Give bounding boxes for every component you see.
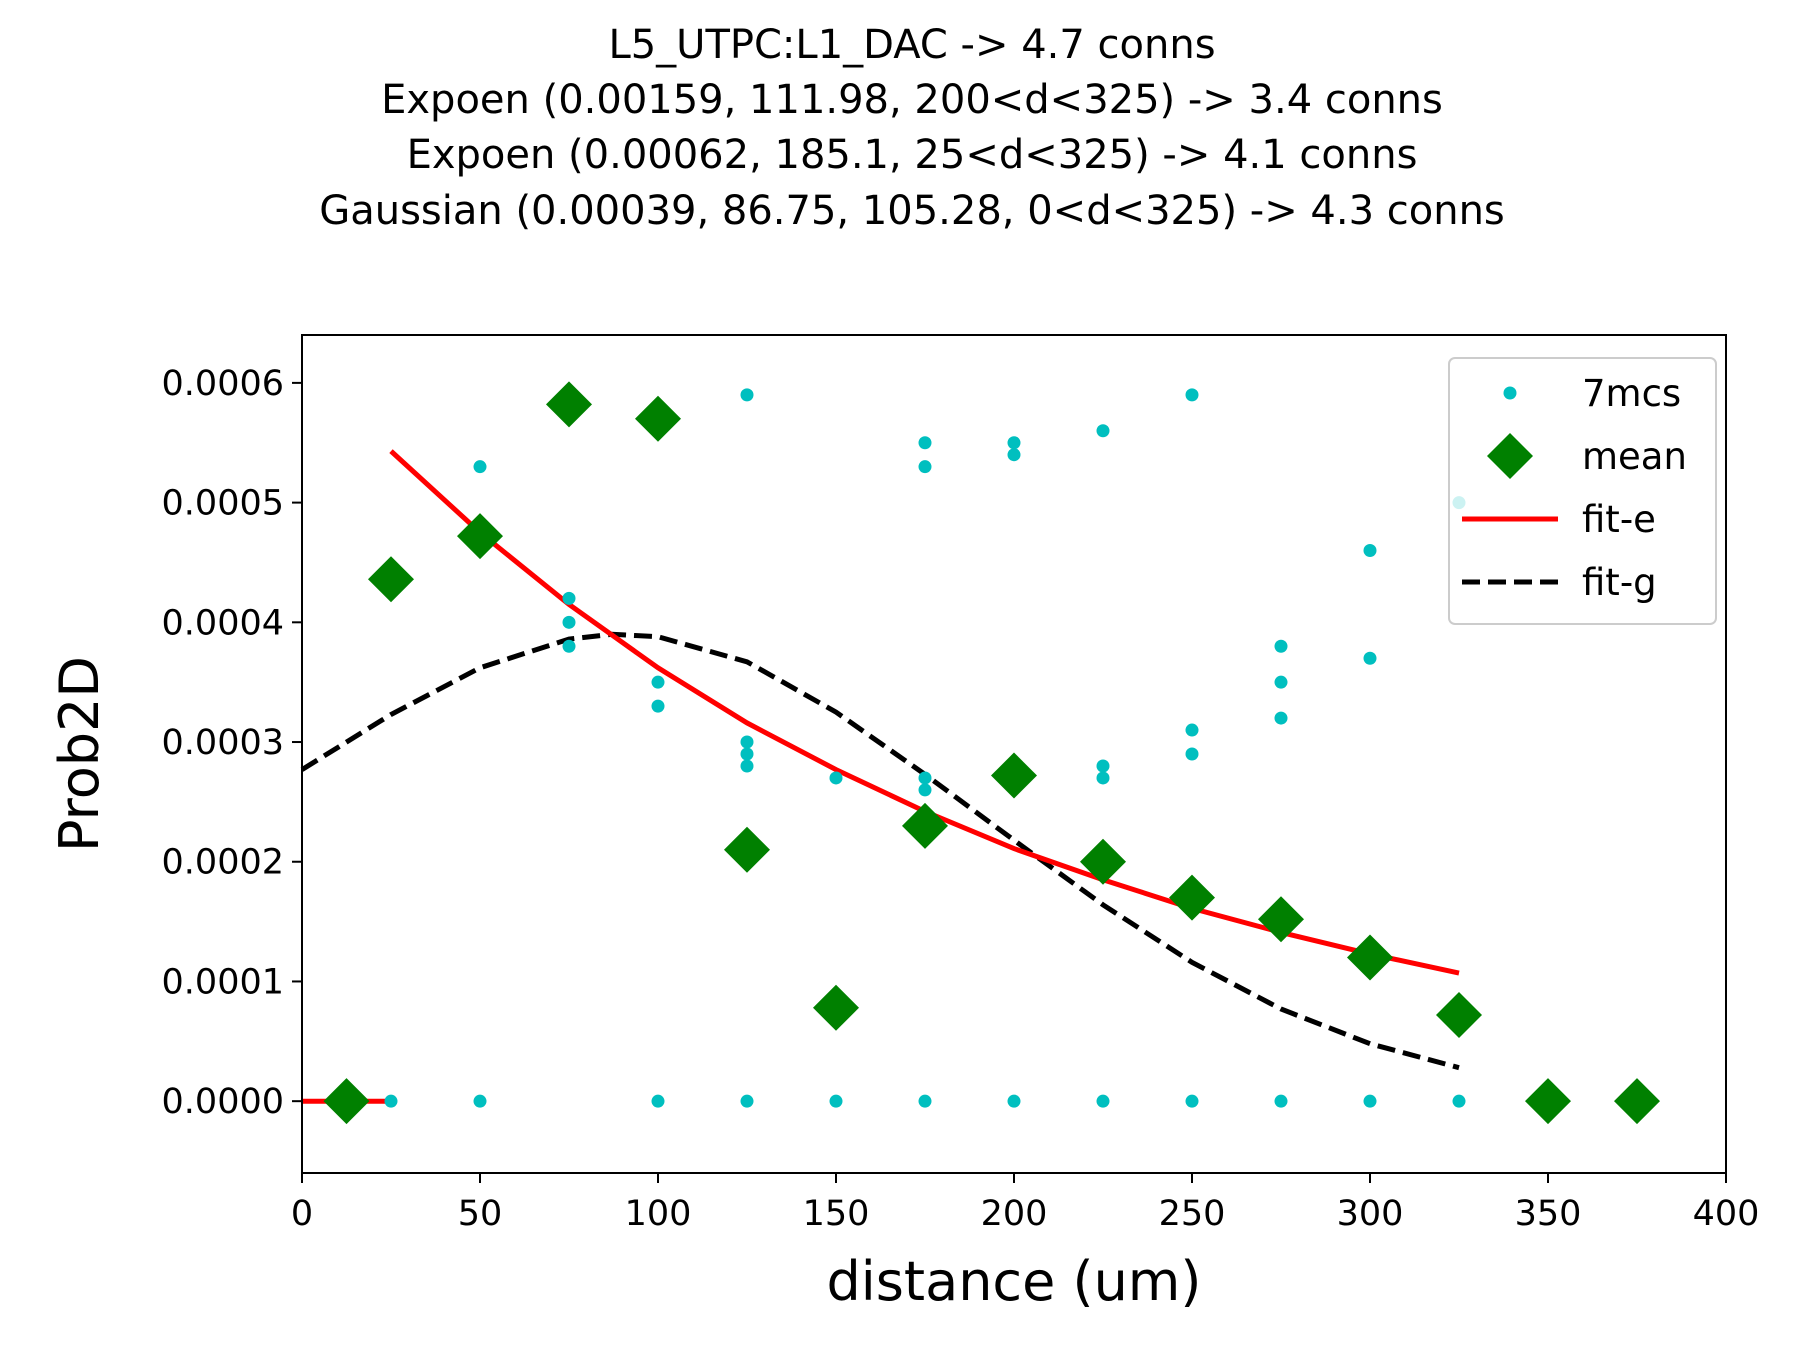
mean-point-7 [902,802,948,849]
mcs-point-5 [562,639,576,653]
x-tick-label-7: 350 [1515,1194,1582,1234]
y-tick-label-3: 0.0003 [162,723,284,763]
mcs-point-35 [1274,1094,1288,1108]
y-tick-label-4: 0.0004 [162,603,284,643]
mean-point-15 [1614,1078,1660,1125]
mcs-point-17 [918,460,932,474]
mean-point-11 [1258,896,1304,943]
mcs-point-7 [651,699,665,713]
mean-point-9 [1080,838,1126,885]
mcs-point-23 [1007,1094,1021,1108]
mcs-point-34 [1274,711,1288,725]
legend-box [1448,357,1717,625]
mcs-point-31 [1185,1094,1199,1108]
mcs-point-0 [384,1094,398,1108]
mcs-point-28 [1185,388,1199,402]
mean-point-1 [368,556,414,603]
chart-title: L5_UTPC:L1_DAC -> 4.7 conns Expoen (0.00… [319,22,1505,234]
y-tick-label-5: 0.0005 [162,484,284,524]
mcs-point-30 [1185,747,1199,761]
mcs-point-27 [1096,1094,1110,1108]
x-tick-label-0: 0 [291,1194,313,1234]
mcs-point-3 [562,591,576,605]
mean-point-2 [457,513,503,560]
x-tick-label-8: 400 [1693,1194,1760,1234]
mean-point-5 [724,826,770,873]
mcs-point-18 [918,771,932,785]
mcs-point-1 [473,460,487,474]
legend-label-mean: mean [1582,435,1687,478]
y-axis-label: Prob2D [48,656,111,852]
fit-e-line-1 [389,449,1460,976]
mcs-point-38 [1363,1094,1377,1108]
mcs-point-11 [740,747,754,761]
legend-swatch-mean [1487,433,1533,479]
legend: 7mcs mean fit-e fit-g [1448,357,1717,625]
mcs-point-26 [1096,771,1110,785]
mean-point-6 [813,984,859,1031]
mcs-point-29 [1185,723,1199,737]
mcs-point-2 [473,1094,487,1108]
mcs-point-14 [829,771,843,785]
y-tick-label-6: 0.0006 [162,364,284,404]
y-axis: 0.0000 0.0001 0.0002 0.0003 0.0004 0.0005 0.00… [162,364,302,1122]
legend-label-fit-e: fit-e [1582,498,1656,541]
legend-label-7mcs: 7mcs [1582,372,1681,415]
mean-point-3 [546,381,592,428]
mcs-point-13 [740,1094,754,1108]
mcs-point-6 [651,675,665,689]
x-tick-label-4: 200 [981,1194,1048,1234]
y-tick-label-0: 0.0000 [162,1082,284,1122]
mcs-point-12 [740,759,754,773]
mean-point-0 [323,1078,370,1125]
mean-point-14 [1525,1078,1571,1125]
mcs-point-20 [918,1094,932,1108]
x-tick-label-1: 50 [458,1194,503,1234]
mcs-point-15 [829,1094,843,1108]
x-axis-label: distance (um) [827,1250,1202,1313]
x-tick-label-3: 150 [803,1194,870,1234]
mcs-point-22 [1007,448,1021,462]
mcs-point-4 [562,615,576,629]
mcs-point-32 [1274,639,1288,653]
title-line-1: L5_UTPC:L1_DAC -> 4.7 conns [608,22,1215,68]
plot-area [300,381,1660,1125]
title-line-4: Gaussian (0.00039, 86.75, 105.28, 0<d<32… [319,188,1505,234]
legend-swatch-7mcs [1503,386,1517,400]
title-line-2: Expoen (0.00159, 111.98, 200<d<325) -> 3… [381,77,1443,123]
mcs-point-37 [1363,651,1377,665]
x-tick-label-5: 250 [1159,1194,1226,1234]
legend-swatches [1462,386,1558,585]
mcs-point-16 [918,436,932,450]
mcs-point-33 [1274,675,1288,689]
legend-label-fit-g: fit-g [1582,561,1657,604]
mean-point-12 [1347,934,1393,981]
mcs-point-40 [1452,1094,1466,1108]
mcs-point-36 [1363,543,1377,557]
y-tick-label-1: 0.0001 [162,962,284,1002]
mean-point-4 [635,395,681,442]
mean-point-8 [991,752,1037,799]
mcs-point-24 [1096,424,1110,438]
x-tick-label-2: 100 [625,1194,692,1234]
mean-point-10 [1169,874,1215,921]
mcs-point-8 [651,1094,665,1108]
x-tick-label-6: 300 [1337,1194,1404,1234]
mcs-point-10 [740,735,754,749]
mcs-point-25 [1096,759,1110,773]
mcs-point-19 [918,783,932,797]
x-axis: 0 50 100 150 200 250 300 350 400 [291,1173,1760,1234]
y-tick-label-2: 0.0002 [162,843,284,883]
title-line-3: Expoen (0.00062, 185.1, 25<d<325) -> 4.1… [407,132,1418,178]
fit-g-line-0 [300,631,1460,1071]
mcs-point-21 [1007,436,1021,450]
mean-point-13 [1436,991,1482,1038]
mcs-point-9 [740,388,754,402]
